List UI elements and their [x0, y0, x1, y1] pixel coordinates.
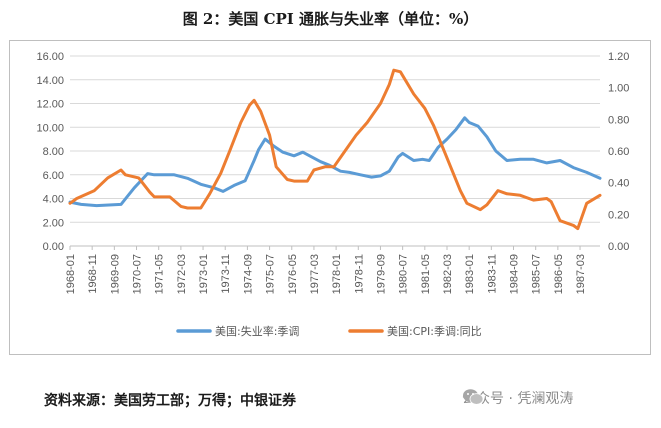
- right-tick-label: 0.60: [608, 146, 629, 158]
- legend: 美国:失业率:季调 美国:CPI:季调:同比: [176, 324, 482, 338]
- x-tick-label: 1986-05: [553, 254, 565, 294]
- x-tick-label: 1977-03: [309, 254, 321, 294]
- right-tick-label: 1.00: [608, 83, 629, 95]
- left-tick-label: 2.00: [43, 217, 64, 229]
- right-tick-label: 0.40: [608, 178, 629, 190]
- x-tick-label: 1982-03: [442, 254, 454, 294]
- left-tick-label: 12.00: [36, 99, 64, 111]
- left-tick-label: 6.00: [43, 170, 64, 182]
- x-tick-label: 1984-09: [509, 254, 521, 294]
- x-tick-label: 1971-05: [154, 254, 166, 294]
- x-tick-label: 1968-11: [87, 254, 99, 294]
- x-tick-label: 1981-05: [420, 254, 432, 294]
- right-y-axis: 0.00 0.20 0.40 0.60 0.80 1.00 1.20: [608, 51, 629, 253]
- gridlines: [70, 55, 600, 247]
- watermark: 公众号 · 凭澜观涛: [462, 388, 573, 408]
- x-tick-label: 1983-11: [486, 254, 498, 294]
- x-tick-label: 1975-07: [265, 254, 277, 294]
- left-tick-label: 14.00: [36, 75, 64, 87]
- source-note: 资料来源：美国劳工部；万得；中银证券: [44, 393, 296, 409]
- x-tick-label: 1985-07: [531, 254, 543, 294]
- legend-label-unemployment: 美国:失业率:季调: [215, 324, 299, 338]
- left-tick-label: 4.00: [43, 194, 64, 206]
- right-tick-label: 0.20: [608, 209, 629, 221]
- unemployment-line: [68, 116, 602, 208]
- figure-title: 图 2：美国 CPI 通胀与失业率（单位：%）: [182, 10, 479, 28]
- x-tick-label: 1972-03: [176, 254, 188, 294]
- x-tick-label: 1973-01: [198, 254, 210, 294]
- x-tick-label: 1970-07: [132, 254, 144, 294]
- series-layer: [68, 68, 602, 231]
- x-tick-label: 1974-09: [242, 254, 254, 294]
- left-tick-label: 10.00: [36, 122, 64, 134]
- right-tick-label: 0.00: [608, 241, 629, 253]
- left-tick-label: 8.00: [43, 146, 64, 158]
- x-tick-label: 1969-09: [109, 254, 121, 294]
- x-tick-label: 1980-07: [398, 254, 410, 294]
- x-tick-label: 1983-01: [464, 254, 476, 294]
- left-tick-label: 16.00: [36, 51, 64, 63]
- right-tick-label: 1.20: [608, 51, 629, 63]
- left-tick-label: 0.00: [43, 241, 64, 253]
- x-tick-label: 1968-01: [65, 254, 77, 294]
- x-tick-label: 1978-11: [353, 254, 365, 294]
- x-axis: 1968-01 1968-11 1969-09 1970-07 1971-05 1972-…: [65, 246, 587, 294]
- cpi-line: [68, 68, 602, 231]
- x-tick-label: 1979-09: [375, 254, 387, 294]
- legend-label-cpi: 美国:CPI:季调:同比: [387, 325, 482, 338]
- x-tick-label: 1973-11: [220, 254, 232, 294]
- left-y-axis: 0.00 2.00 4.00 6.00 8.00 10.00 12.00 14.00 16.00: [36, 51, 64, 253]
- x-tick-label: 1978-01: [331, 254, 343, 294]
- x-tick-label: 1987-03: [575, 254, 587, 294]
- wechat-icon: [463, 389, 484, 405]
- right-tick-label: 0.80: [608, 114, 629, 126]
- x-tick-label: 1976-05: [287, 254, 299, 294]
- watermark-text: 公众号 · 凭澜观涛: [462, 391, 574, 407]
